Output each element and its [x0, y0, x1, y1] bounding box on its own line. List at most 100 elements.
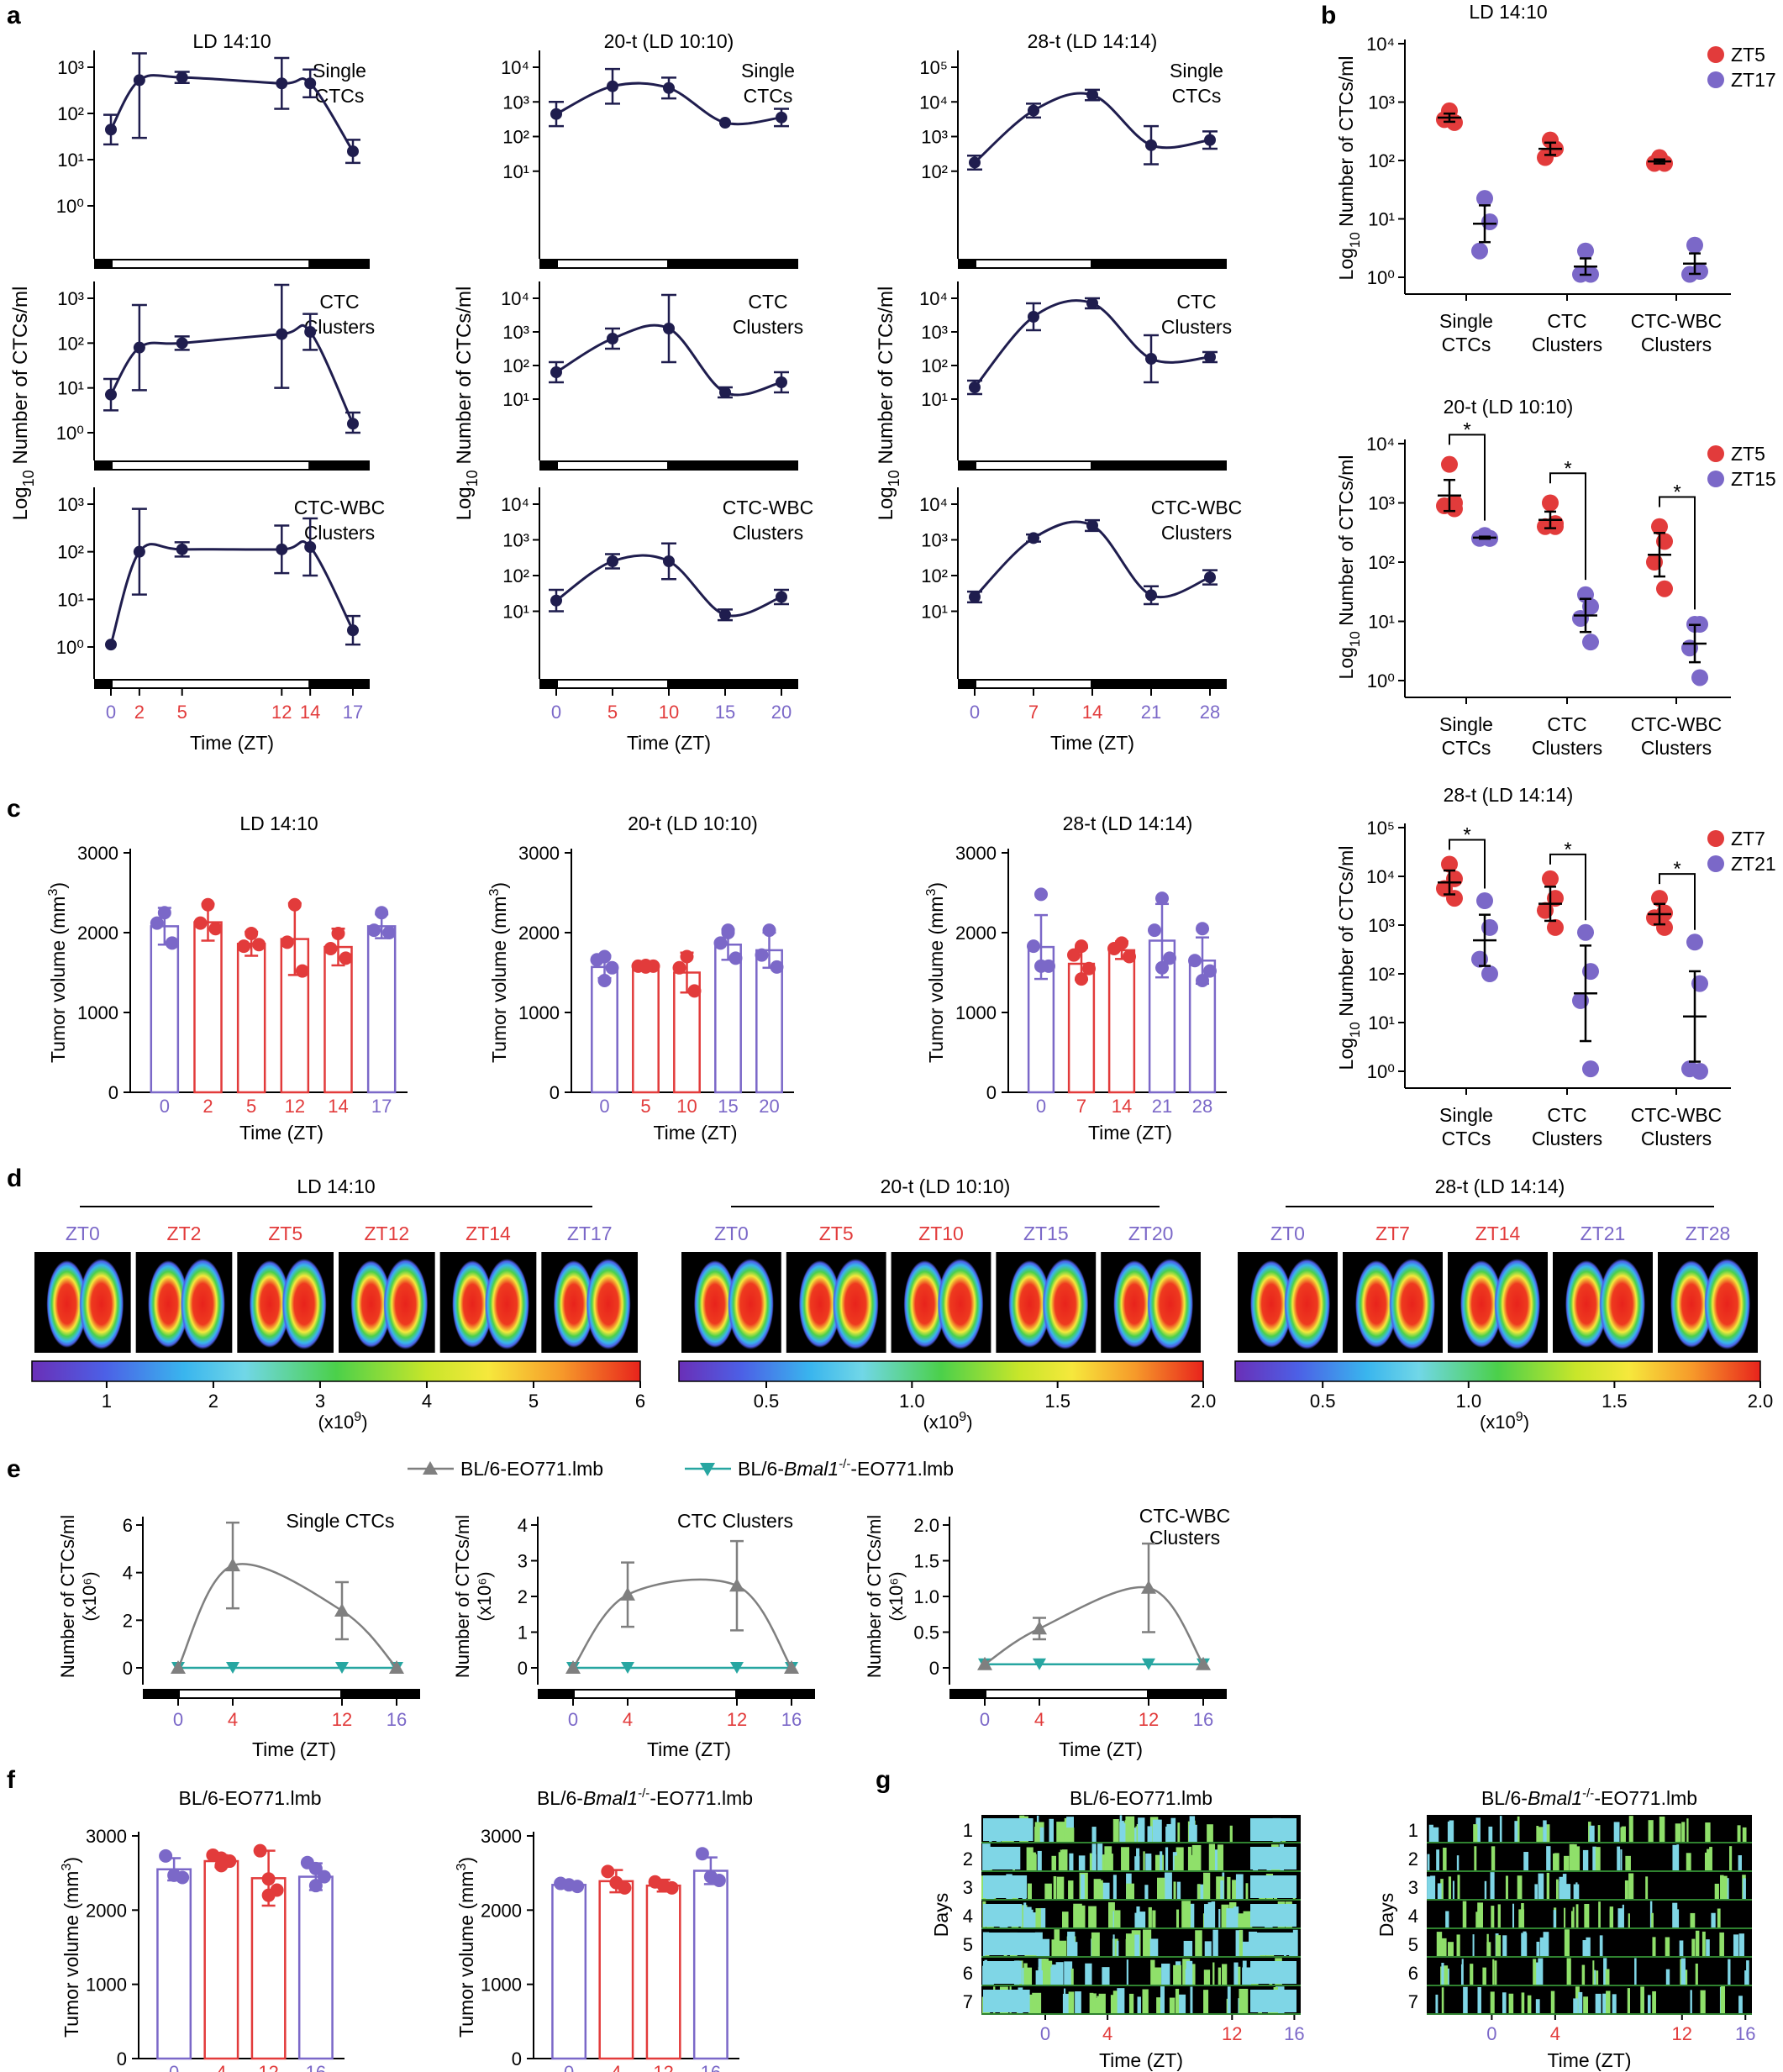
y-tick-label: 1000: [518, 1002, 560, 1023]
activity-bar: [1628, 1873, 1634, 1899]
wt-curve: [571, 1578, 793, 1669]
data-point: [105, 639, 117, 651]
data-point: [672, 960, 686, 975]
activity-bar: [1634, 1958, 1637, 1985]
activity-bar: [1147, 1826, 1153, 1842]
activity-bar: [1051, 1939, 1056, 1956]
y-tick-label: 10²: [502, 355, 529, 376]
activity-bar: [1028, 1883, 1032, 1899]
y-axis-title-text: Tumor volume (mm: [60, 1871, 82, 2038]
activity-block: [1250, 1990, 1296, 2012]
panel-c-title: 28-t (LD 14:14): [1063, 812, 1193, 834]
significance-star: *: [1673, 481, 1680, 503]
legend-label: ZT5: [1731, 44, 1765, 66]
svg-text:Log10 Number of CTCs/ml: Log10 Number of CTCs/ml: [1335, 56, 1363, 281]
activity-bar: [1026, 1847, 1034, 1870]
activity-bar: [1578, 1991, 1583, 2013]
activity-bar: [1233, 1906, 1239, 1927]
activity-bar: [1491, 1906, 1495, 1927]
y-tick-label: 10¹: [57, 589, 84, 610]
data-point: [762, 923, 776, 938]
activity-bar: [1714, 1883, 1719, 1899]
wt-point: [729, 1578, 744, 1592]
category-label: Clusters: [1532, 1128, 1602, 1149]
activity-bar: [1091, 1993, 1097, 2013]
lung-lobe-right: [1494, 1259, 1540, 1349]
data-point: [1067, 948, 1081, 962]
data-point: [276, 543, 288, 555]
x-tick-label: 21: [1141, 702, 1161, 723]
activity-bar: [1037, 1850, 1042, 1870]
zt-dark-point: [1577, 923, 1594, 941]
activity-bar: [1121, 1847, 1129, 1870]
row-label: Single: [313, 60, 366, 82]
activity-bar: [1496, 1935, 1502, 1956]
activity-bar: [1137, 1996, 1141, 2013]
activity-bar: [1218, 1909, 1221, 1927]
activity-bar: [1720, 1993, 1723, 2013]
y-tick-label: 10³: [57, 288, 84, 309]
y-tick-label: 2000: [481, 1900, 522, 1921]
activity-bar: [1186, 1960, 1193, 1985]
data-point: [969, 156, 981, 169]
plot-title-sup: -/-: [638, 1786, 650, 1801]
x-tick-label: 12: [1672, 2023, 1692, 2044]
data-point: [317, 1870, 331, 1884]
activity-bar: [1738, 1855, 1742, 1870]
data-point: [304, 326, 317, 338]
activity-bar: [1111, 1854, 1113, 1870]
legend-label-ko-gene: Bmal1: [784, 1458, 839, 1480]
activity-bar: [1613, 1822, 1620, 1842]
significance-star: *: [1463, 418, 1470, 441]
zt-light-point: [1656, 580, 1673, 597]
y-tick-label: 2000: [77, 923, 118, 944]
data-point: [201, 897, 215, 912]
scale-tick-label: 1.5: [1602, 1391, 1628, 1412]
svg-text:Log10 Number of CTCs/ml: Log10 Number of CTCs/ml: [453, 287, 481, 521]
x-tick-label: 14: [1082, 702, 1102, 723]
y-tick-label: 10¹: [1368, 209, 1395, 230]
activity-bar: [1555, 1879, 1559, 1899]
day-label: 2: [963, 1848, 973, 1870]
x-tick-label: 0: [568, 1709, 578, 1730]
activity-bar: [1081, 1905, 1086, 1927]
activity-bar: [1150, 1959, 1155, 1985]
activity-bar: [1051, 1855, 1056, 1870]
activity-bar: [1428, 1824, 1433, 1842]
panel-c-title: 20-t (LD 10:10): [628, 812, 758, 834]
activity-bar: [1164, 1872, 1172, 1899]
activity-bar: [1085, 1963, 1092, 1985]
activity-bar: [1204, 1941, 1212, 1956]
wt-curve: [176, 1563, 397, 1669]
scale-tick-label: 6: [635, 1391, 645, 1412]
y-tick-label: 10⁵: [1366, 818, 1395, 839]
wt-point: [225, 1558, 240, 1572]
y-tick-label: 10³: [921, 127, 948, 148]
activity-bar: [1449, 1820, 1454, 1842]
data-point: [1204, 351, 1216, 363]
x-tick-label: 12: [727, 1709, 747, 1730]
lung-lobe-left: [249, 1260, 291, 1348]
day-label: 1: [1408, 1820, 1418, 1841]
activity-bar: [1582, 1849, 1589, 1870]
activity-bar: [1648, 1820, 1654, 1842]
activity-bar: [1592, 1960, 1595, 1985]
x-axis-title: Time (ZT): [1099, 2049, 1183, 2071]
light-phase-bar: [976, 260, 1091, 267]
panel-e: BL/6-EO771.lmb BL/6-Bmal1-/--EO771.lmb 0 2 4…: [57, 1457, 1230, 1760]
y-tick-label: 10²: [921, 565, 948, 586]
activity-bar: [1190, 1964, 1196, 1985]
activity-bar: [1448, 1876, 1452, 1899]
activity-bar: [1538, 1958, 1544, 1985]
wt-point: [171, 1660, 186, 1674]
data-point: [1148, 923, 1161, 938]
x-tick-label: 5: [246, 1096, 256, 1117]
x-axis-title: Time (ZT): [1088, 1122, 1172, 1144]
activity-bar: [1597, 1825, 1601, 1842]
y-tick-label: 3000: [518, 843, 560, 864]
y-axis-title: Tumor volume (mm3): [46, 882, 69, 1063]
scale-tick-label: 2: [208, 1391, 218, 1412]
y-axis-title-sup: 3: [60, 1864, 74, 1871]
activity-bar: [1032, 1992, 1042, 2013]
scale-unit-sup: 9: [959, 1410, 966, 1424]
